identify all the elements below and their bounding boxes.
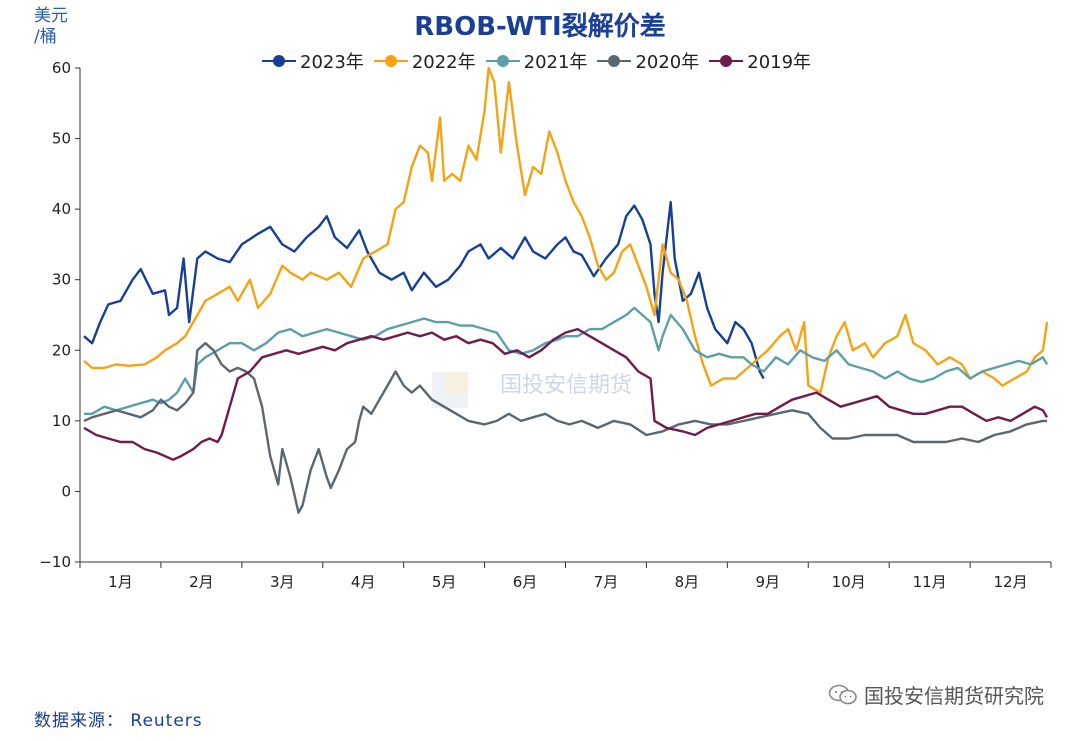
wechat-watermark: 国投安信期货研究院 [828,680,1044,709]
y-tick-label: 0 [61,482,71,500]
x-tick-label: 12月 [993,573,1027,591]
y-tick-label: 30 [52,271,71,289]
wechat-account-name: 国投安信期货研究院 [864,684,1044,708]
legend-item: 2019年 [709,48,811,74]
legend-label: 2022年 [411,52,476,73]
legend-marker-icon [709,54,744,68]
data-source-note: 数据来源： Reuters [34,711,203,731]
watermark-logo-accent [446,372,468,394]
legend-item: 2021年 [485,48,588,74]
x-tick-label: 6月 [513,573,538,591]
legend-label: 2023年 [300,52,364,73]
wechat-icon [828,684,857,704]
x-tick-label: 8月 [675,573,700,591]
y-tick-label: 20 [52,341,71,359]
y-tick-label: 40 [52,200,71,218]
legend-marker-icon [485,54,520,68]
x-tick-label: 4月 [351,573,376,591]
legend-label: 2019年 [747,52,812,73]
x-tick-label: 9月 [756,573,781,591]
y-tick-label: −10 [39,553,71,571]
legend-marker-icon [597,54,632,68]
y-axis-unit: 美元 /桶 [34,6,68,48]
y-tick-label: 50 [52,130,71,148]
y-tick-label: 10 [52,412,71,430]
legend-label: 2020年 [635,52,700,73]
watermark-text: 国投安信期货 [500,373,632,398]
x-tick-label: 1月 [108,573,133,591]
chart-legend: 2023年 2022年 2021年 2020年 2019年 [262,48,811,74]
legend-marker-icon [262,54,296,68]
x-tick-label: 5月 [432,573,457,591]
x-tick-label: 10月 [832,573,866,591]
series-line-2021年 [84,306,1049,415]
y-unit-line2: /桶 [34,27,57,47]
series-line-2023年 [83,200,765,380]
series-line-2019年 [83,327,1049,461]
series-line-2020年 [83,342,1047,514]
x-tick-label: 11月 [913,573,947,591]
x-tick-label: 7月 [594,573,619,591]
legend-label: 2021年 [523,52,588,73]
legend-marker-icon [373,54,408,68]
x-tick-label: 3月 [270,573,295,591]
legend-item: 2023年 [262,48,364,74]
series-line-2022年 [83,66,1049,394]
y-tick-label: 60 [52,59,71,77]
x-tick-label: 2月 [189,573,214,591]
y-unit-line1: 美元 [34,6,68,26]
chart-title: RBOB-WTI裂解价差 [414,12,666,42]
legend-item: 2020年 [597,48,699,74]
legend-item: 2022年 [373,48,476,74]
